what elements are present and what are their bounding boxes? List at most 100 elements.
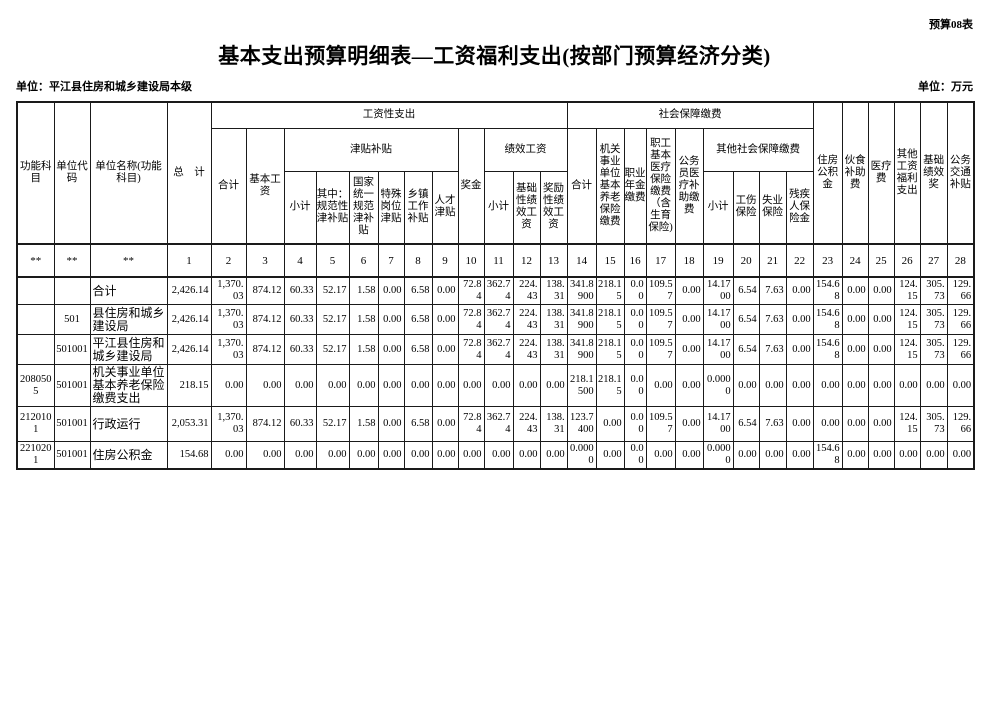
cell-value: 0.00 [645, 364, 676, 407]
cell-value: 0.00 [245, 441, 285, 470]
cell-value: 0.00 [623, 334, 647, 365]
cell-unit-code: 501 [53, 304, 91, 335]
cell-value: 218.15 [595, 276, 625, 305]
column-number-cell: 28 [946, 243, 975, 278]
cell-value: 14.1700 [702, 334, 734, 365]
cell-value: 6.54 [732, 276, 760, 305]
cell-value: 0.0000 [702, 441, 734, 470]
header-group-wage-expenditure: 工资性支出 [210, 101, 568, 129]
cell-value: 129.66 [946, 406, 975, 442]
cell-value: 0.00 [919, 364, 948, 407]
cell-value: 154.68 [812, 276, 843, 305]
cell-value: 14.1700 [702, 304, 734, 335]
cell-value: 0.00 [841, 441, 869, 470]
cell-value: 0.00 [919, 441, 948, 470]
column-number-cell: 20 [732, 243, 760, 278]
header-allowance-talent: 人才津贴 [431, 170, 459, 245]
cell-value: 0.00 [403, 364, 433, 407]
cell-value: 0.00 [623, 364, 647, 407]
header-unit-code: 单位代码 [53, 101, 91, 245]
header-allowance-township: 乡镇工作补贴 [403, 170, 433, 245]
column-number-cell: 12 [512, 243, 541, 278]
header-occupational-annuity: 职业年金缴费 [623, 127, 647, 245]
cell-value: 0.00 [512, 441, 541, 470]
cell-value: 0.00 [893, 364, 921, 407]
cell-value: 224.43 [512, 406, 541, 442]
header-basic-wage: 基本工资 [245, 127, 285, 245]
page-title: 基本支出预算明细表—工资福利支出(按部门预算经济分类) [218, 44, 771, 68]
cell-value: 6.58 [403, 304, 433, 335]
cell-value: 0.00 [946, 364, 975, 407]
budget-table: 功能科目 单位代码 单位名称(功能科目) 总 计 工资性支出 社会保障缴费 住房… [16, 101, 976, 470]
cell-value: 1.58 [348, 276, 379, 305]
cell-value: 0.00 [785, 276, 814, 305]
header-social-total: 合计 [566, 127, 597, 245]
cell-value: 0.00 [377, 276, 405, 305]
column-number-cell: 24 [841, 243, 869, 278]
cell-value: 0.00 [431, 334, 459, 365]
column-number-cell: 18 [674, 243, 704, 278]
cell-value: 0.00 [483, 441, 514, 470]
cell-value: 0.00 [732, 364, 760, 407]
cell-value: 1.58 [348, 304, 379, 335]
cell-unit-code: 501001 [53, 441, 91, 470]
cell-value: 341.8900 [566, 334, 597, 365]
cell-value: 0.00 [785, 406, 814, 442]
header-pension-contribution: 机关事业单位基本养老保险缴费 [595, 127, 625, 245]
cell-value: 1,370.03 [210, 334, 247, 365]
cell-value: 0.00 [623, 406, 647, 442]
cell-value: 0.00 [431, 304, 459, 335]
cell-value: 0.00 [785, 441, 814, 470]
header-performance-reward: 奖励性绩效工资 [539, 170, 568, 245]
meta-row: 单位：平江县住房和城乡建设局本级 单位：万元 [16, 81, 973, 94]
cell-value: 0.00 [841, 334, 869, 365]
table-header: 功能科目 单位代码 单位名称(功能科目) 总 计 工资性支出 社会保障缴费 住房… [16, 101, 975, 278]
cell-functional-code: 2210201 [16, 441, 55, 470]
cell-value: 6.54 [732, 406, 760, 442]
cell-value: 138.31 [539, 406, 568, 442]
column-number-cell: 1 [166, 243, 212, 278]
cell-value: 0.00 [315, 364, 350, 407]
cell-value: 72.84 [457, 334, 485, 365]
header-functional-subject: 功能科目 [16, 101, 55, 245]
cell-value: 124.15 [893, 334, 921, 365]
cell-value: 0.00 [674, 364, 704, 407]
cell-value: 2,426.14 [166, 304, 212, 335]
cell-value: 0.00 [867, 304, 895, 335]
header-other-welfare: 其他工资福利支出 [893, 101, 921, 245]
cell-value: 218.15 [595, 364, 625, 407]
cell-value: 72.84 [457, 304, 485, 335]
column-number-cell: 8 [403, 243, 433, 278]
cell-value: 0.00 [348, 441, 379, 470]
header-group-other-social: 其他社会保障缴费 [702, 127, 814, 172]
cell-value: 124.15 [893, 304, 921, 335]
header-group-allowance: 津贴补贴 [283, 127, 459, 172]
header-grand-total: 总 计 [166, 101, 212, 245]
header-performance-basic: 基础性绩效工资 [512, 170, 541, 245]
cell-value: 109.57 [645, 304, 676, 335]
cell-value: 14.1700 [702, 406, 734, 442]
unit-of-measure-label: 单位：万元 [918, 81, 973, 93]
cell-value: 14.1700 [702, 276, 734, 305]
cell-value: 109.57 [645, 334, 676, 365]
header-medical-insurance: 职工基本医疗保险缴费（含生育保险) [645, 127, 676, 245]
cell-value: 6.54 [732, 304, 760, 335]
cell-value: 362.74 [483, 406, 514, 442]
header-allowance-special-post: 特殊岗位津贴 [377, 170, 405, 245]
cell-value: 0.00 [867, 276, 895, 305]
cell-value: 0.00 [867, 334, 895, 365]
cell-value: 0.00 [377, 441, 405, 470]
cell-value: 0.00 [377, 334, 405, 365]
cell-value: 1.58 [348, 334, 379, 365]
content-area: 预算08表 基本支出预算明细表—工资福利支出(按部门预算经济分类) 单位：平江县… [16, 0, 976, 470]
cell-value: 0.00 [431, 364, 459, 407]
cell-value: 2,053.31 [166, 406, 212, 442]
header-group-performance-wage: 绩效工资 [483, 127, 568, 172]
cell-value: 6.58 [403, 406, 433, 442]
unit-name-label: 单位：平江县住房和城乡建设局本级 [16, 81, 192, 93]
cell-value: 154.68 [812, 304, 843, 335]
column-number-row: ** ** ** 1 2 3 4 5 6 7 8 9 10 11 12 13 14 15 16 17 18 19 20 21 2… [16, 243, 975, 278]
cell-value: 138.31 [539, 304, 568, 335]
cell-value: 154.68 [812, 334, 843, 365]
